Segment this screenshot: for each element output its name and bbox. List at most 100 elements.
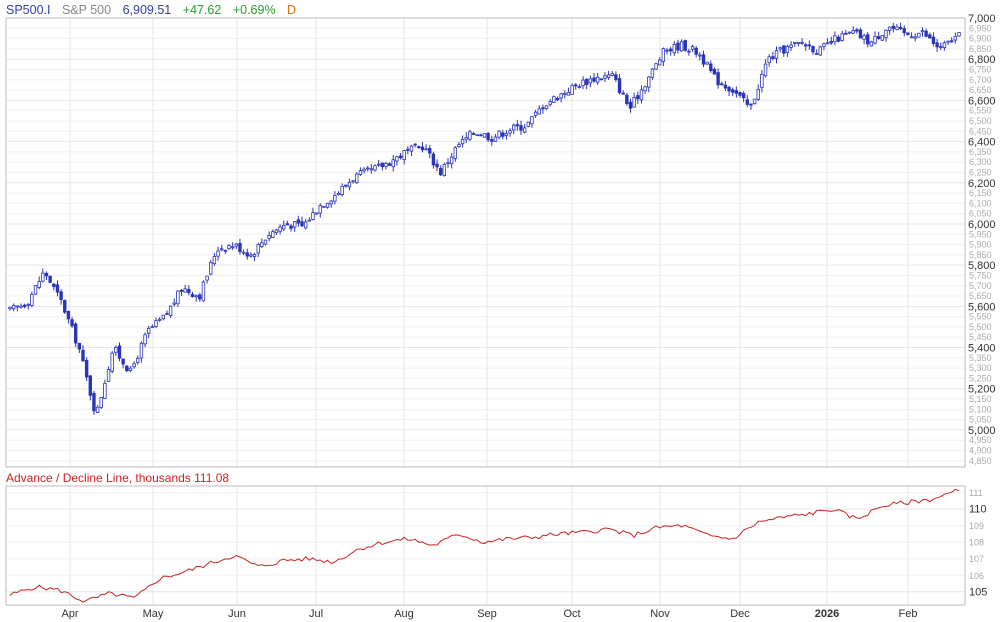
price-change-pct: +0.69% <box>232 3 276 17</box>
price-candle-body <box>519 125 523 131</box>
price-candle-body <box>771 56 775 59</box>
price-candle-body <box>37 281 41 288</box>
price-candle-body <box>946 40 950 43</box>
price-candle-body <box>617 78 622 94</box>
price-candle-body <box>77 342 82 350</box>
price-candle-body <box>687 50 691 53</box>
price-tick-label: 6,800 <box>968 54 996 66</box>
price-candle-body <box>103 382 107 399</box>
ad-line-group[interactable] <box>9 488 960 603</box>
price-tick-label-minor: 5,850 <box>969 250 992 260</box>
price-candle-body <box>267 235 271 239</box>
price-candle-body <box>701 54 706 65</box>
price-candle-body <box>555 97 560 101</box>
price-candle-body <box>690 46 695 50</box>
price-candle-body <box>132 363 136 368</box>
price-candle-body <box>303 221 308 229</box>
price-tick-label: 5,000 <box>968 425 996 437</box>
price-candle-body <box>311 212 315 220</box>
price-change: +47.62 <box>182 3 222 17</box>
x-tick-label: Apr <box>61 608 78 620</box>
price-candle-body <box>438 168 443 176</box>
price-tick-label-minor: 6,500 <box>969 116 992 126</box>
price-candle-body <box>168 305 173 316</box>
price-candle-body <box>212 256 217 265</box>
price-candle-body <box>176 290 180 305</box>
price-candle-body <box>884 29 888 38</box>
price-tick-label-minor: 6,250 <box>969 167 992 177</box>
price-candle-body <box>471 133 476 135</box>
last-price: 6,909.51 <box>122 3 172 17</box>
price-tick-label-minor: 5,350 <box>969 353 992 363</box>
x-tick-label: Oct <box>563 608 580 620</box>
ad-tick-label: 106 <box>969 571 984 581</box>
price-candle-body <box>840 33 844 41</box>
symbol-label[interactable]: SP500.I <box>6 3 51 17</box>
price-candle-body <box>676 42 680 51</box>
price-candle-body <box>537 108 541 115</box>
price-tick-label-minor: 5,900 <box>969 240 992 250</box>
price-candle-body <box>464 136 468 140</box>
price-candle-body <box>829 41 833 44</box>
price-candle-body <box>398 155 403 159</box>
price-candle-body <box>88 375 92 396</box>
price-candle-body <box>530 116 534 125</box>
price-candle-body <box>741 93 746 99</box>
price-candle-body <box>190 293 195 297</box>
price-candle-body <box>143 334 147 345</box>
price-candle-body <box>402 150 406 160</box>
price-candle-body <box>512 124 516 131</box>
price-candle-body <box>825 42 830 45</box>
price-tick-label-minor: 6,350 <box>969 147 992 157</box>
price-candle-body <box>296 219 301 224</box>
price-tick-label-minor: 6,050 <box>969 209 992 219</box>
price-candle-body <box>745 99 749 105</box>
price-candle-body <box>355 173 359 184</box>
price-candle-body <box>205 275 209 281</box>
x-tick-label: Aug <box>394 608 414 620</box>
price-candle-body <box>774 50 779 59</box>
price-tick-label-minor: 6,950 <box>969 23 992 33</box>
price-tick-label-minor: 5,750 <box>969 270 992 280</box>
price-candle-body <box>194 295 198 298</box>
price-candle-body <box>110 352 114 372</box>
price-candle-body <box>909 36 914 39</box>
x-tick-label: Sep <box>477 608 497 620</box>
price-candle-body <box>457 144 461 147</box>
price-tick-label-minor: 6,550 <box>969 106 992 116</box>
price-candle-body <box>52 283 56 287</box>
price-candle-body <box>449 156 454 165</box>
price-candle-body <box>939 45 943 48</box>
price-candle-body <box>409 145 414 152</box>
price-candle-body <box>106 369 111 382</box>
price-candle-body <box>460 139 465 145</box>
price-candle-body <box>738 92 742 96</box>
price-candle-body <box>782 45 786 54</box>
price-candle-body <box>731 89 735 93</box>
period-label[interactable]: D <box>287 3 297 17</box>
price-candle-body <box>574 84 578 87</box>
price-candles[interactable] <box>8 22 961 415</box>
price-candle-body <box>614 74 618 80</box>
price-candle-body <box>227 245 231 250</box>
price-candle-body <box>712 68 717 75</box>
price-candle-body <box>698 54 702 57</box>
price-tick-label-minor: 5,650 <box>969 291 992 301</box>
price-tick-label-minor: 6,650 <box>969 85 992 95</box>
price-candle-body <box>858 29 863 39</box>
price-tick-label: 6,000 <box>968 219 996 231</box>
price-candle-body <box>314 212 319 215</box>
price-tick-label-minor: 6,700 <box>969 75 992 85</box>
chart-header: SP500.I S&P 500 6,909.51 +47.62 +0.69% D <box>6 3 304 17</box>
symbol-name: S&P 500 <box>61 3 112 17</box>
price-tick-label: 6,400 <box>968 137 996 149</box>
price-tick-label-minor: 6,150 <box>969 188 992 198</box>
price-candle-body <box>216 250 220 257</box>
price-candle-body <box>595 76 600 83</box>
price-candle-body <box>329 200 333 205</box>
price-candle-body <box>639 89 644 101</box>
price-candle-body <box>347 181 352 188</box>
price-candle-body <box>493 136 498 142</box>
price-candle-body <box>479 134 483 137</box>
